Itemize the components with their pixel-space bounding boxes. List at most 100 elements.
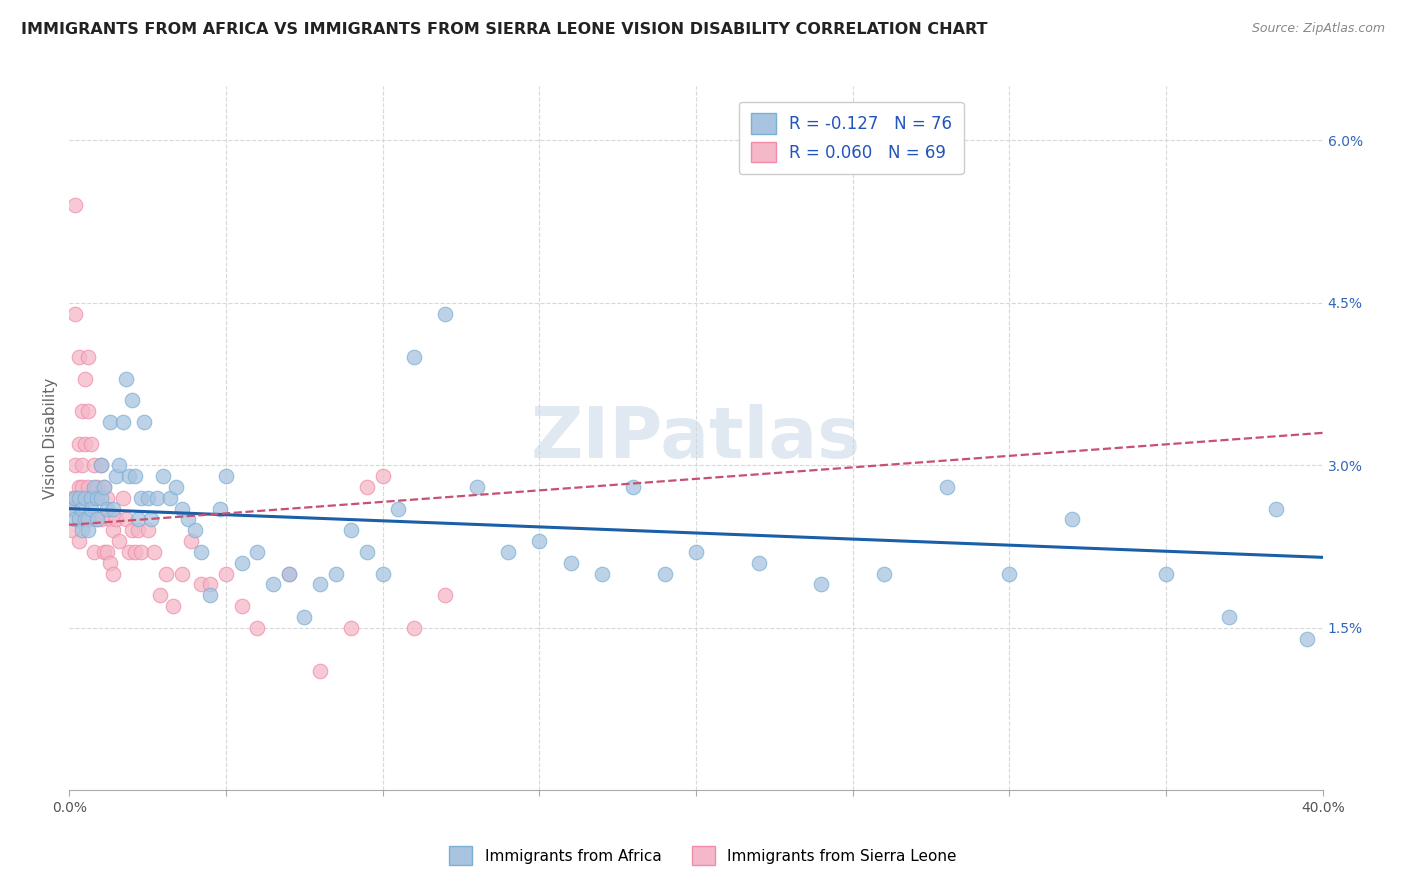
Point <box>70 523 93 537</box>
Point <box>77 404 100 418</box>
Point <box>96 545 118 559</box>
Point <box>292 610 315 624</box>
Point <box>170 566 193 581</box>
Point <box>309 577 332 591</box>
Point <box>621 480 644 494</box>
Point <box>86 512 108 526</box>
Point <box>65 198 87 212</box>
Point <box>105 512 128 526</box>
Point <box>1154 566 1177 581</box>
Point <box>139 512 162 526</box>
Text: Source: ZipAtlas.com: Source: ZipAtlas.com <box>1251 22 1385 36</box>
Legend: Immigrants from Africa, Immigrants from Sierra Leone: Immigrants from Africa, Immigrants from … <box>443 840 963 871</box>
Point <box>231 556 253 570</box>
Point <box>146 491 169 505</box>
Point <box>80 512 103 526</box>
Point <box>67 350 90 364</box>
Point <box>65 458 87 473</box>
Point <box>96 501 118 516</box>
Point <box>1296 632 1319 646</box>
Point <box>529 534 551 549</box>
Point <box>200 588 222 602</box>
Point <box>165 480 187 494</box>
Point <box>183 523 205 537</box>
Point <box>101 523 124 537</box>
Point <box>86 512 108 526</box>
Point <box>262 577 284 591</box>
Point <box>67 480 90 494</box>
Point <box>108 534 131 549</box>
Point <box>77 480 100 494</box>
Legend: R = -0.127   N = 76, R = 0.060   N = 69: R = -0.127 N = 76, R = 0.060 N = 69 <box>740 102 963 174</box>
Point <box>90 458 112 473</box>
Point <box>108 458 131 473</box>
Point <box>73 491 96 505</box>
Point <box>80 501 103 516</box>
Point <box>121 393 143 408</box>
Point <box>67 534 90 549</box>
Point <box>101 566 124 581</box>
Point <box>170 501 193 516</box>
Point <box>111 491 134 505</box>
Point <box>402 350 425 364</box>
Point <box>77 512 100 526</box>
Point <box>127 523 149 537</box>
Point <box>496 545 519 559</box>
Point <box>83 545 105 559</box>
Point <box>340 523 363 537</box>
Point <box>65 307 87 321</box>
Point <box>340 621 363 635</box>
Point <box>65 491 87 505</box>
Point <box>80 436 103 450</box>
Point <box>180 534 202 549</box>
Point <box>98 556 121 570</box>
Point <box>114 372 136 386</box>
Point <box>70 480 93 494</box>
Point <box>80 491 103 505</box>
Point <box>60 501 83 516</box>
Y-axis label: Vision Disability: Vision Disability <box>44 377 58 499</box>
Point <box>101 501 124 516</box>
Point <box>70 501 93 516</box>
Point <box>935 480 957 494</box>
Point <box>83 458 105 473</box>
Point <box>80 491 103 505</box>
Point <box>93 545 115 559</box>
Point <box>371 566 394 581</box>
Point <box>90 458 112 473</box>
Point <box>1264 501 1286 516</box>
Point <box>77 350 100 364</box>
Point <box>136 523 159 537</box>
Point <box>685 545 707 559</box>
Point <box>73 436 96 450</box>
Point <box>277 566 299 581</box>
Point <box>83 480 105 494</box>
Point <box>387 501 409 516</box>
Point <box>325 566 347 581</box>
Point <box>215 469 238 483</box>
Point <box>246 545 269 559</box>
Text: IMMIGRANTS FROM AFRICA VS IMMIGRANTS FROM SIERRA LEONE VISION DISABILITY CORRELA: IMMIGRANTS FROM AFRICA VS IMMIGRANTS FRO… <box>21 22 987 37</box>
Point <box>159 491 181 505</box>
Point <box>118 545 141 559</box>
Point <box>748 556 770 570</box>
Point <box>127 512 149 526</box>
Point <box>200 577 222 591</box>
Point <box>86 491 108 505</box>
Point <box>356 480 378 494</box>
Point <box>371 469 394 483</box>
Point <box>124 469 146 483</box>
Point <box>277 566 299 581</box>
Point <box>93 480 115 494</box>
Point <box>65 491 87 505</box>
Point <box>810 577 832 591</box>
Point <box>1062 512 1084 526</box>
Point <box>434 307 457 321</box>
Point <box>93 480 115 494</box>
Point <box>591 566 613 581</box>
Point <box>73 512 96 526</box>
Point <box>231 599 253 613</box>
Text: ZIPatlas: ZIPatlas <box>531 404 860 473</box>
Point <box>118 469 141 483</box>
Point <box>309 664 332 678</box>
